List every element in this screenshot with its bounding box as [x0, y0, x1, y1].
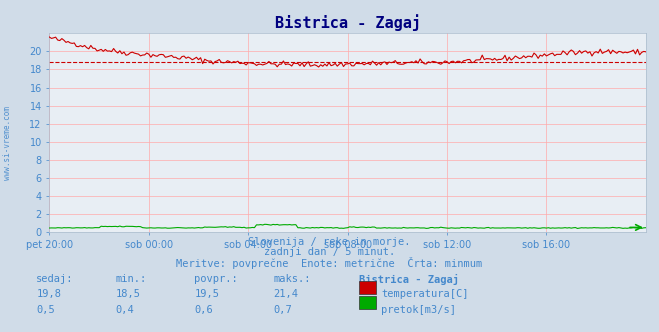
Text: 0,5: 0,5	[36, 305, 55, 315]
Text: 21,4: 21,4	[273, 289, 299, 299]
Text: zadnji dan / 5 minut.: zadnji dan / 5 minut.	[264, 247, 395, 257]
Text: www.si-vreme.com: www.si-vreme.com	[3, 106, 13, 180]
Text: min.:: min.:	[115, 274, 146, 284]
Text: 0,7: 0,7	[273, 305, 292, 315]
Text: maks.:: maks.:	[273, 274, 311, 284]
Text: 18,5: 18,5	[115, 289, 140, 299]
Text: Meritve: povprečne  Enote: metrične  Črta: minmum: Meritve: povprečne Enote: metrične Črta:…	[177, 257, 482, 269]
Text: 0,6: 0,6	[194, 305, 213, 315]
Text: 0,4: 0,4	[115, 305, 134, 315]
Text: povpr.:: povpr.:	[194, 274, 238, 284]
Text: temperatura[C]: temperatura[C]	[381, 289, 469, 299]
Text: 19,5: 19,5	[194, 289, 219, 299]
Text: sedaj:: sedaj:	[36, 274, 74, 284]
Title: Bistrica - Zagaj: Bistrica - Zagaj	[275, 14, 420, 31]
Text: Slovenija / reke in morje.: Slovenija / reke in morje.	[248, 237, 411, 247]
Text: pretok[m3/s]: pretok[m3/s]	[381, 305, 456, 315]
Text: Bistrica - Zagaj: Bistrica - Zagaj	[359, 274, 459, 285]
Text: 19,8: 19,8	[36, 289, 61, 299]
